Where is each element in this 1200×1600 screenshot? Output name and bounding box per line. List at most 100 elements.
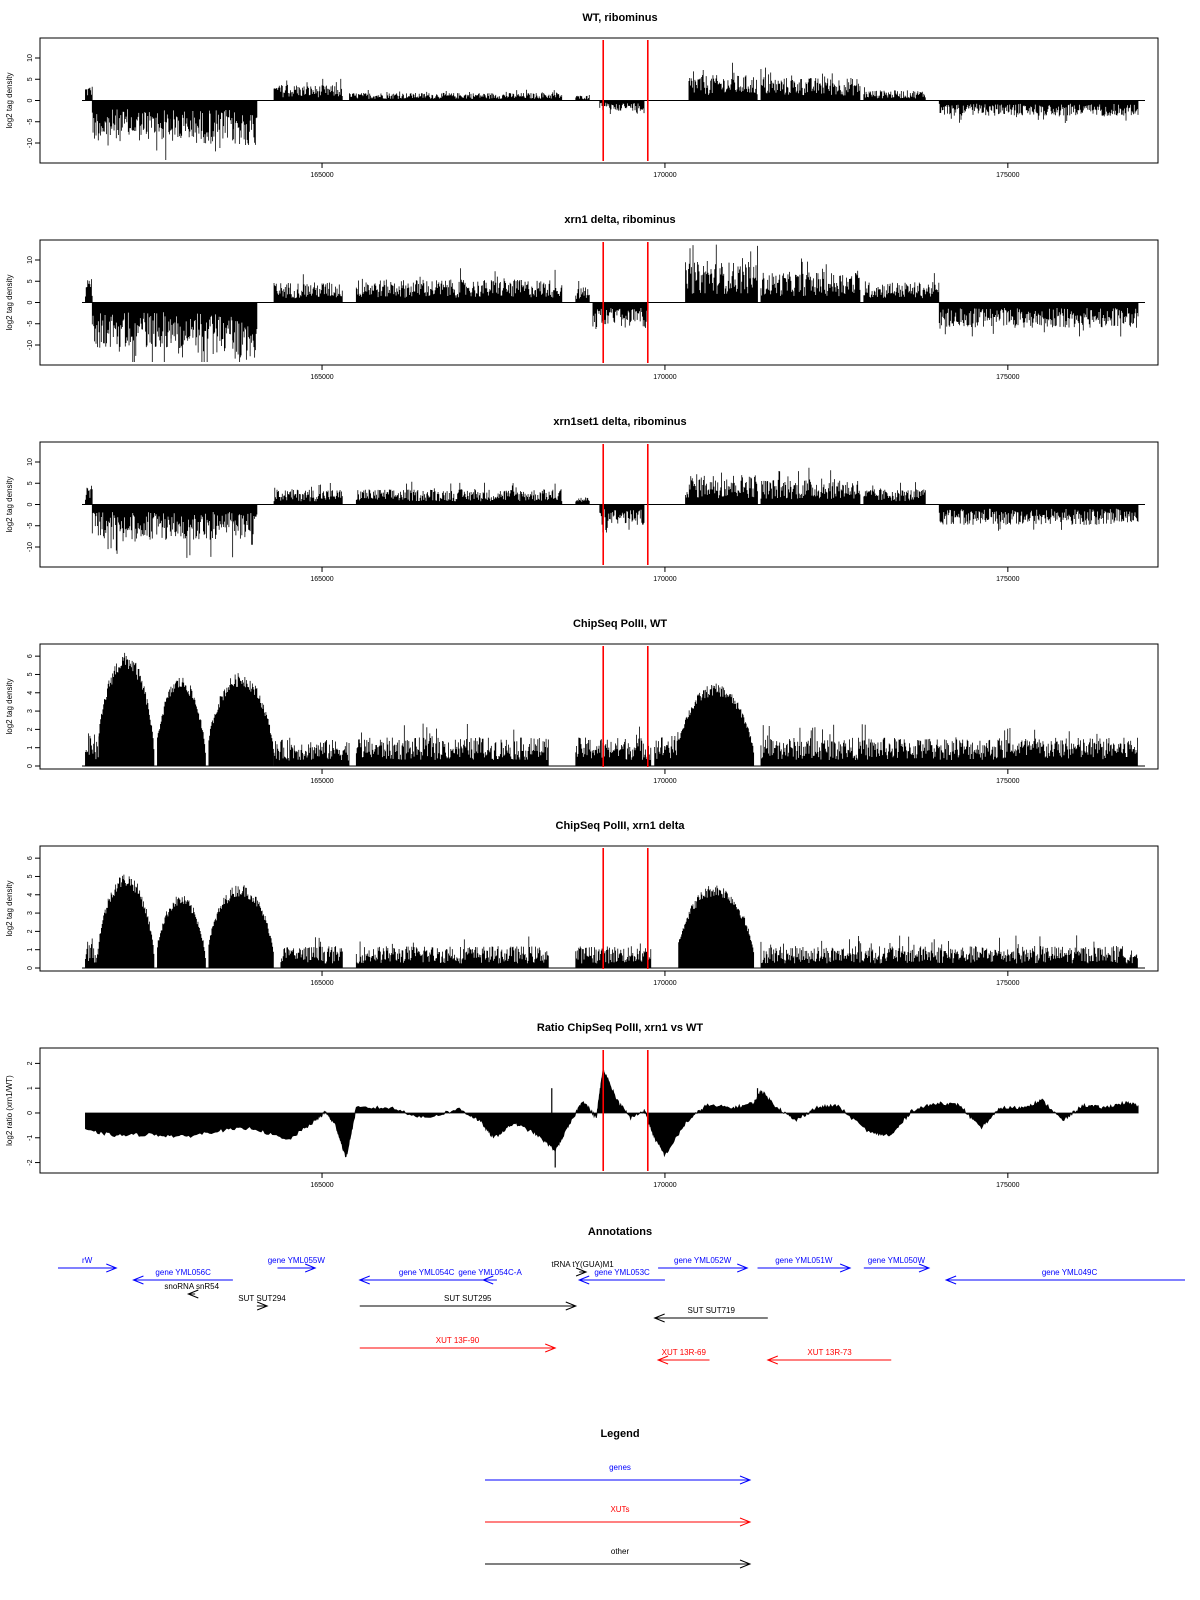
y-tick-label: 10 bbox=[27, 54, 34, 62]
y-tick-label: -1 bbox=[27, 1135, 34, 1141]
feature-arrow-head bbox=[918, 1263, 931, 1273]
annotation-feature: XUT 13F-90 bbox=[359, 1336, 557, 1353]
feature-arrow-head bbox=[304, 1263, 317, 1273]
density-bars bbox=[91, 302, 172, 362]
ratio-area bbox=[85, 1067, 1139, 1158]
density-bars bbox=[863, 87, 926, 101]
density-bars bbox=[599, 100, 645, 114]
density-bars bbox=[157, 896, 206, 968]
legend-label: genes bbox=[609, 1463, 631, 1472]
y-tick-label: 4 bbox=[27, 893, 34, 897]
density-bars bbox=[157, 677, 206, 766]
density-bars bbox=[170, 504, 234, 558]
annotation-feature: SUT SUT294 bbox=[238, 1294, 286, 1311]
density-bars bbox=[98, 874, 155, 968]
panel-title: xrn1set1 delta, ribominus bbox=[553, 416, 686, 428]
track-panel-3: xrn1set1 delta, ribominus -10 -5 0 5 10 165000… bbox=[5, 416, 1159, 583]
legend-item: genes bbox=[485, 1463, 752, 1485]
legend-arrow-head bbox=[739, 1517, 752, 1527]
annotation-feature: gene YML049C bbox=[944, 1268, 1185, 1285]
annotation-feature: gene YML055W bbox=[268, 1256, 326, 1273]
feature-arrow-head bbox=[653, 1313, 665, 1323]
legend-label: XUTs bbox=[610, 1505, 629, 1514]
legend-arrow-head bbox=[739, 1475, 752, 1485]
feature-label: gene YML056C bbox=[155, 1268, 211, 1277]
y-tick-label: 0 bbox=[27, 966, 34, 970]
panel-title: WT, ribominus bbox=[582, 12, 657, 24]
density-bars bbox=[273, 78, 343, 101]
density-bars bbox=[273, 274, 343, 303]
density-bars bbox=[575, 726, 652, 766]
density-bars bbox=[760, 67, 861, 101]
plot-frame bbox=[39, 845, 1159, 972]
track-panel-1: WT, ribominus -10 -5 0 5 10 165000 170000 175000… bbox=[5, 12, 1159, 179]
x-tick-label: 175000 bbox=[996, 576, 1019, 583]
density-bars bbox=[232, 100, 258, 146]
density-bars bbox=[349, 89, 563, 101]
x-tick-label: 165000 bbox=[310, 576, 333, 583]
x-tick-label: 170000 bbox=[653, 576, 676, 583]
density-bars bbox=[85, 938, 100, 968]
y-tick-label: 4 bbox=[27, 691, 34, 695]
density-bars bbox=[599, 504, 645, 533]
feature-label: gene YML054C bbox=[399, 1268, 455, 1277]
y-tick-label: -2 bbox=[27, 1159, 34, 1165]
x-tick-label: 175000 bbox=[996, 374, 1019, 381]
y-tick-label: 6 bbox=[27, 856, 34, 860]
annotation-feature: gene YML054C-A bbox=[458, 1268, 522, 1285]
density-bars bbox=[98, 652, 155, 766]
y-axis-label: log2 tag density bbox=[5, 880, 14, 936]
data-series bbox=[82, 242, 1145, 363]
density-bars bbox=[575, 497, 590, 505]
y-axis-label: log2 ratio (xrn1/WT) bbox=[5, 1075, 14, 1146]
feature-arrow-head bbox=[656, 1355, 669, 1365]
y-tick-label: 3 bbox=[27, 911, 34, 915]
y-tick-label: 5 bbox=[27, 874, 34, 878]
feature-label: SUT SUT294 bbox=[238, 1294, 286, 1303]
y-tick-label: 0 bbox=[27, 98, 34, 102]
density-bars bbox=[575, 943, 652, 968]
y-tick-label: 0 bbox=[27, 764, 34, 768]
density-bars bbox=[91, 100, 172, 160]
density-bars bbox=[208, 673, 274, 766]
y-tick-label: 10 bbox=[27, 256, 34, 264]
x-tick-label: 165000 bbox=[310, 374, 333, 381]
feature-arrow-head bbox=[575, 1267, 588, 1277]
density-bars bbox=[678, 885, 755, 968]
panel-title: ChipSeq PolII, WT bbox=[573, 618, 667, 630]
annotation-feature: tRNA tY(GUA)M1 bbox=[552, 1260, 614, 1277]
density-bars bbox=[760, 935, 1138, 968]
annotation-feature: gene YML056C bbox=[132, 1268, 233, 1285]
feature-label: gene YML051W bbox=[775, 1256, 833, 1265]
y-tick-label: 2 bbox=[27, 1061, 34, 1065]
y-tick-label: 2 bbox=[27, 929, 34, 933]
y-tick-label: 5 bbox=[27, 279, 34, 283]
y-tick-label: 2 bbox=[27, 727, 34, 731]
panel-title: ChipSeq PolII, xrn1 delta bbox=[556, 820, 686, 832]
feature-label: gene YML054C-A bbox=[458, 1268, 522, 1277]
annotation-feature: gene YML052W bbox=[658, 1256, 749, 1273]
y-tick-label: 5 bbox=[27, 77, 34, 81]
feature-arrow-head bbox=[944, 1275, 957, 1285]
annotation-feature: SUT SUT295 bbox=[359, 1294, 578, 1311]
density-bars bbox=[232, 302, 258, 362]
data-series bbox=[82, 444, 1145, 565]
feature-label: gene YML049C bbox=[1042, 1268, 1098, 1277]
annotation-feature: gene YML053C bbox=[577, 1268, 665, 1285]
x-tick-label: 170000 bbox=[653, 980, 676, 987]
feature-arrow-head bbox=[766, 1355, 778, 1365]
density-bars bbox=[678, 683, 755, 766]
annotation-feature: gene YML051W bbox=[757, 1256, 852, 1273]
y-tick-label: 1 bbox=[27, 1086, 34, 1090]
feature-label: gene YML055W bbox=[268, 1256, 326, 1265]
x-tick-label: 170000 bbox=[653, 778, 676, 785]
feature-label: XUT 13R-73 bbox=[807, 1348, 852, 1357]
density-bars bbox=[91, 504, 172, 554]
y-axis-label: log2 tag density bbox=[5, 678, 14, 734]
y-tick-label: 6 bbox=[27, 654, 34, 658]
annotation-feature: XUT 13R-69 bbox=[656, 1348, 710, 1365]
density-bars bbox=[85, 86, 93, 101]
feature-label: SUT SUT295 bbox=[444, 1294, 492, 1303]
